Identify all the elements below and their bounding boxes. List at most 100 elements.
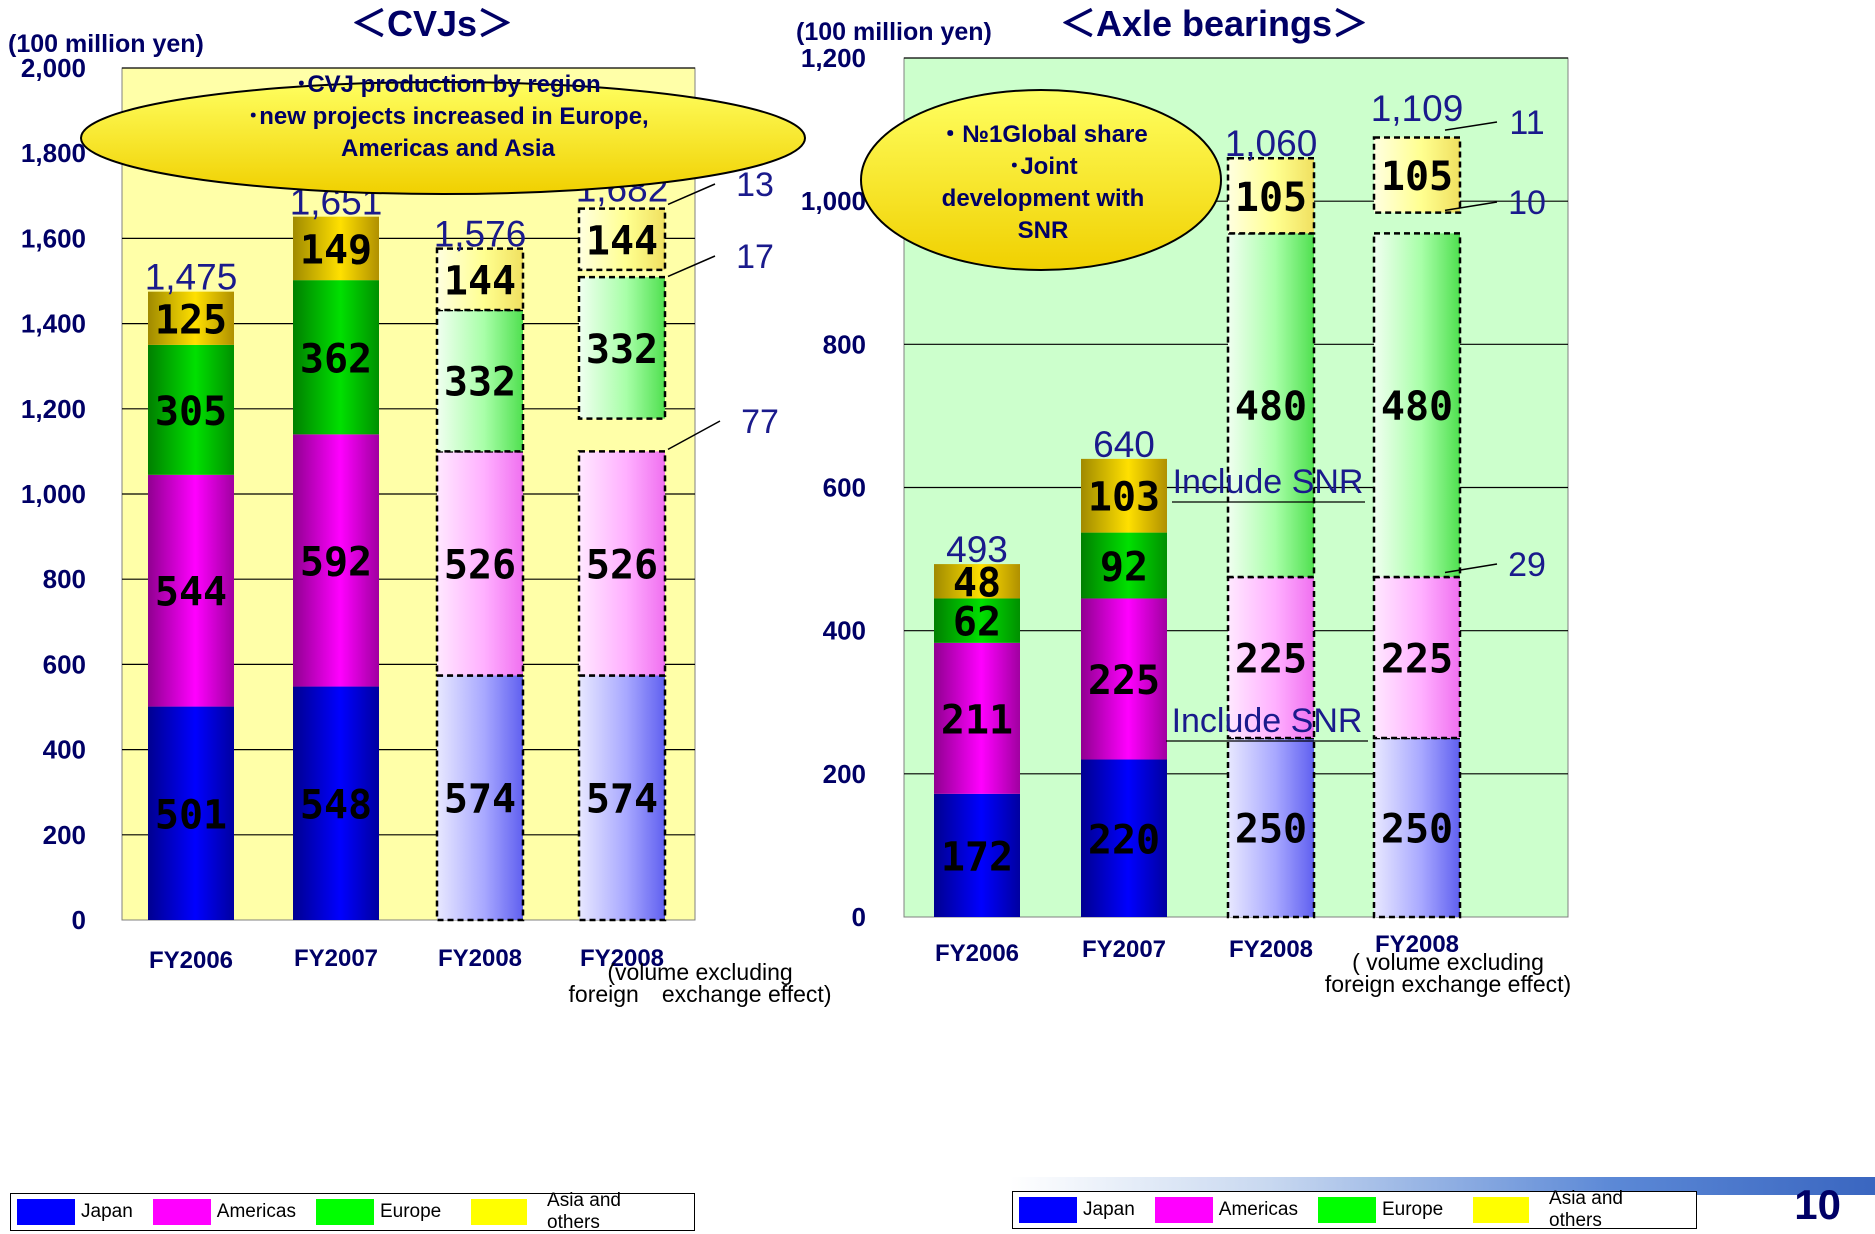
gap-leader bbox=[1444, 563, 1498, 574]
legend-right: Japan Americas Europe Asia and others bbox=[1012, 1188, 1697, 1232]
data-label: 574 bbox=[586, 777, 658, 823]
x-tick-label: FY2008 bbox=[1229, 936, 1313, 963]
data-label: 480 bbox=[1381, 384, 1453, 430]
y-tick-label: 1,000 bbox=[801, 186, 866, 216]
data-label: 250 bbox=[1381, 807, 1453, 853]
total-label: 493 bbox=[946, 529, 1008, 570]
callout-text: ･new projects increased in Europe, bbox=[247, 103, 648, 130]
bar-europe bbox=[1372, 232, 1462, 579]
legend-label: Europe bbox=[379, 1201, 442, 1222]
y-tick-label: 0 bbox=[72, 905, 86, 935]
bar-americas bbox=[1081, 598, 1167, 760]
unit-label: (100 million yen) bbox=[8, 30, 204, 58]
data-label: 332 bbox=[444, 360, 516, 406]
data-label: 105 bbox=[1235, 175, 1307, 221]
legend-item-japan: Japan bbox=[11, 1199, 133, 1225]
x-tick-label: FY2007 bbox=[294, 945, 378, 972]
gap-label: 13 bbox=[736, 166, 774, 204]
gap-label: 29 bbox=[1508, 546, 1546, 584]
total-label: 1,475 bbox=[145, 257, 238, 298]
data-label: 362 bbox=[300, 336, 372, 382]
y-tick-label: 1,600 bbox=[21, 223, 86, 253]
x-tick-label: FY2008 bbox=[580, 945, 664, 972]
y-tick-label: 1,000 bbox=[21, 479, 86, 509]
bar-japan bbox=[435, 674, 525, 922]
y-tick-label: 1,200 bbox=[801, 43, 866, 73]
data-label: 48 bbox=[953, 560, 1001, 606]
data-label: 92 bbox=[1100, 545, 1148, 591]
legend-label: Asia and others bbox=[1549, 1188, 1623, 1231]
data-label: 574 bbox=[444, 777, 516, 823]
legend-label: Japan bbox=[1083, 1199, 1135, 1220]
data-label: 172 bbox=[941, 834, 1013, 880]
category-note: (volume excluding bbox=[607, 959, 792, 985]
data-label: 250 bbox=[1235, 807, 1307, 853]
data-label: 144 bbox=[586, 218, 658, 264]
data-label: 332 bbox=[586, 327, 658, 373]
bar-asia-and-others bbox=[435, 247, 525, 312]
data-label: 225 bbox=[1088, 658, 1160, 704]
chart-title: ＜CVJs＞ bbox=[351, 3, 513, 44]
total-label: 1,060 bbox=[1225, 123, 1318, 164]
data-label: 144 bbox=[444, 258, 516, 304]
bar-japan bbox=[293, 686, 379, 920]
gap-leader bbox=[667, 255, 716, 278]
legend-item-asia: Asia and others bbox=[1463, 1188, 1676, 1232]
snr-note: Include SNR bbox=[1172, 702, 1363, 740]
bar-asia-and-others bbox=[1081, 458, 1167, 533]
legend-left: Japan Americas Europe Asia and others bbox=[10, 1190, 695, 1233]
bar-americas bbox=[934, 642, 1020, 794]
callout-text: ･Joint bbox=[1008, 153, 1077, 180]
x-tick-label: FY2008 bbox=[438, 945, 522, 972]
bar-europe bbox=[934, 598, 1020, 643]
callout-text: ･CVJ production by region bbox=[295, 71, 600, 98]
y-tick-label: 200 bbox=[823, 759, 866, 789]
legend-item-europe: Europe bbox=[315, 1199, 442, 1225]
total-label: 640 bbox=[1093, 424, 1155, 465]
bar-asia-and-others bbox=[1226, 156, 1316, 235]
gap-leader bbox=[1444, 201, 1498, 212]
bar-europe bbox=[435, 308, 525, 453]
bar-asia-and-others bbox=[577, 207, 667, 272]
y-tick-label: 600 bbox=[823, 473, 866, 503]
chart-title: ＜Axle bearings＞ bbox=[1060, 3, 1368, 44]
legend-item-americas: Americas bbox=[152, 1199, 296, 1225]
data-label: 220 bbox=[1088, 817, 1160, 863]
data-label: 225 bbox=[1235, 637, 1307, 683]
bar-europe bbox=[148, 344, 234, 475]
data-label: 149 bbox=[300, 227, 372, 273]
x-tick-label: FY2006 bbox=[149, 947, 233, 974]
bar-americas bbox=[577, 450, 667, 677]
data-label: 305 bbox=[155, 389, 227, 435]
callout-text: ・№1Global share bbox=[938, 121, 1147, 148]
data-label: 125 bbox=[155, 297, 227, 343]
bar-asia-and-others bbox=[148, 291, 234, 345]
data-label: 592 bbox=[300, 539, 372, 585]
bar-japan bbox=[577, 674, 667, 922]
y-tick-label: 1,400 bbox=[21, 309, 86, 339]
bar-europe bbox=[1081, 532, 1167, 599]
data-label: 526 bbox=[444, 542, 516, 588]
bar-europe bbox=[577, 275, 667, 420]
data-label: 501 bbox=[155, 792, 227, 838]
y-tick-label: 800 bbox=[43, 564, 86, 594]
y-tick-label: 800 bbox=[823, 329, 866, 359]
data-label: 480 bbox=[1235, 384, 1307, 430]
legend-label: Asia and others bbox=[547, 1190, 621, 1233]
gap-leader bbox=[667, 183, 716, 206]
legend-label: Americas bbox=[216, 1201, 296, 1222]
data-label: 62 bbox=[953, 600, 1001, 646]
legend-label: Americas bbox=[1218, 1199, 1298, 1220]
page-decor-bar bbox=[1010, 1177, 1875, 1195]
callout-ellipse bbox=[860, 89, 1222, 271]
bar-europe bbox=[293, 280, 379, 435]
total-label: 1,109 bbox=[1371, 88, 1464, 129]
y-tick-label: 1,800 bbox=[21, 138, 86, 168]
y-tick-label: 600 bbox=[43, 649, 86, 679]
y-tick-label: 1,200 bbox=[21, 394, 86, 424]
y-tick-label: 2,000 bbox=[21, 53, 86, 83]
legend-label: Europe bbox=[1381, 1199, 1444, 1220]
bar-americas bbox=[1226, 575, 1316, 740]
category-note: foreign exchange effect) bbox=[569, 981, 832, 1007]
